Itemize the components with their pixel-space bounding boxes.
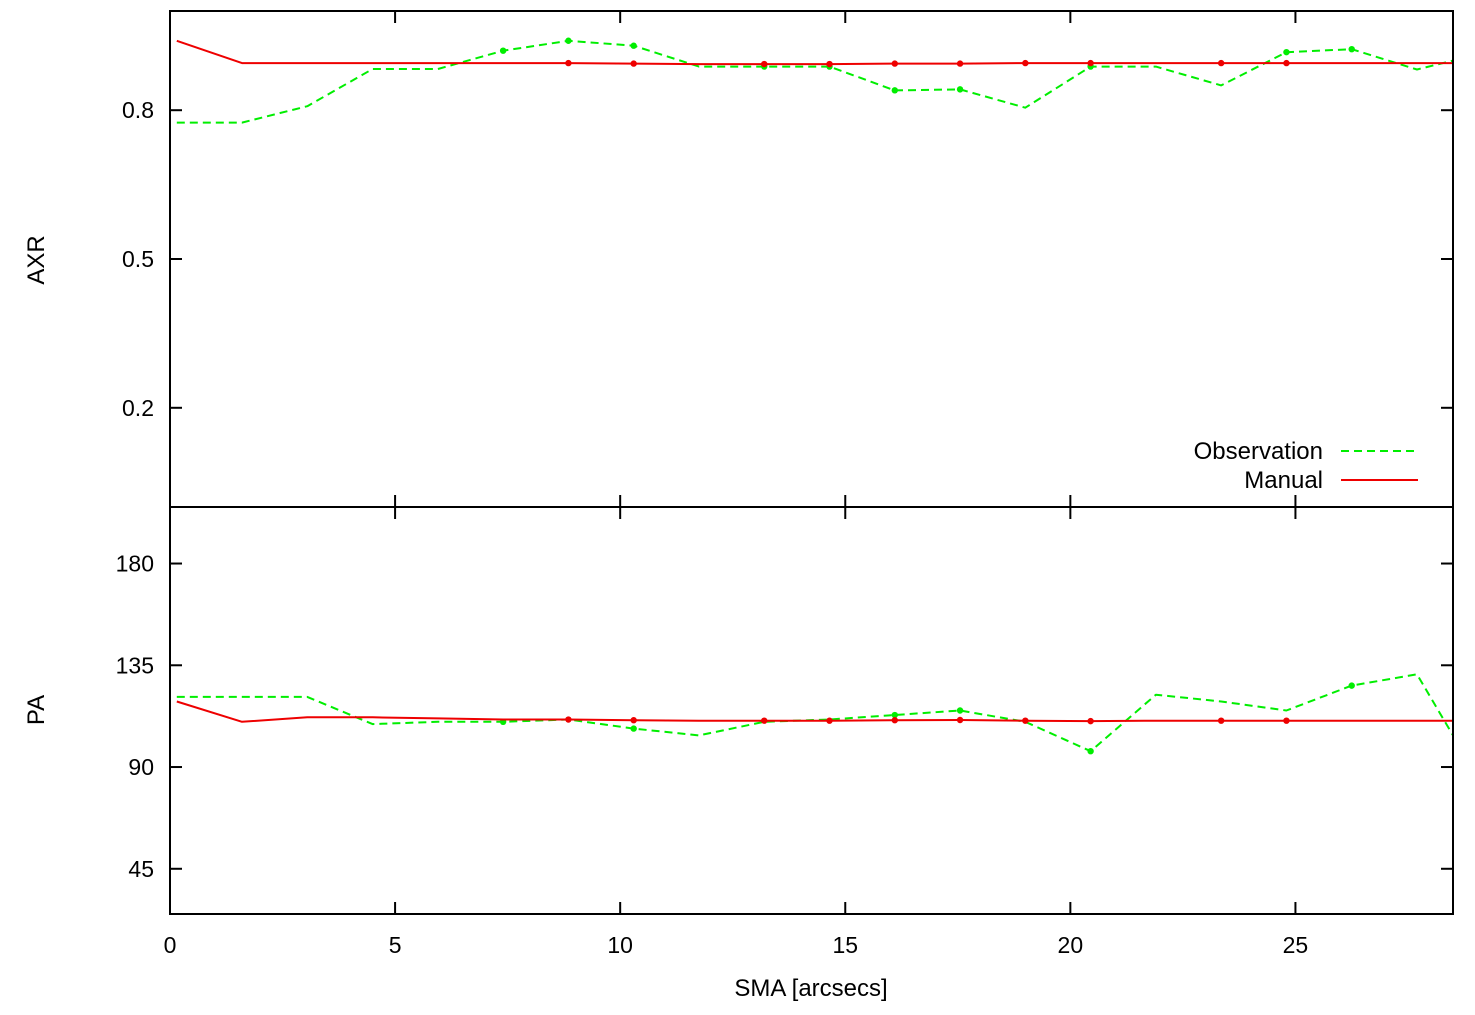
bottom-series-layer — [176, 673, 1454, 755]
xtick-label: 15 — [832, 932, 858, 958]
bottom-point-manual — [826, 717, 833, 724]
legend: Observation Manual — [1194, 438, 1418, 494]
bottom-point-manual — [630, 717, 637, 724]
bottom-point-observation — [891, 711, 898, 719]
bottom-point-manual — [1217, 717, 1225, 724]
top-series-line-manual — [176, 39, 1453, 66]
bottom-series-line-manual — [176, 700, 1453, 723]
bottom-point-manual — [1087, 717, 1094, 725]
top-point-manual — [891, 60, 898, 67]
bottom-y-axis-title: PA — [23, 695, 50, 725]
top-series-line-observation — [176, 39, 1454, 124]
top-point-manual — [1022, 59, 1029, 67]
top-point-manual — [1087, 59, 1094, 67]
xtick-label: 25 — [1283, 932, 1309, 958]
bottom-point-manual — [761, 717, 768, 724]
bottom-plot-frame — [169, 506, 1454, 915]
bottom-point-manual — [565, 716, 572, 723]
xtick-label: 10 — [607, 932, 633, 958]
bottom-point-manual — [956, 716, 964, 724]
bottom-point-manual — [1022, 717, 1029, 724]
top-point-manual — [956, 60, 964, 67]
top-point-observation — [565, 37, 572, 44]
bottom-point-observation — [630, 725, 637, 732]
top-series-layer — [176, 37, 1454, 124]
top-point-observation — [956, 86, 964, 93]
top-point-manual — [761, 60, 768, 68]
top-ytick-label: 0.8 — [122, 97, 154, 123]
top-point-observation — [630, 42, 637, 49]
xtick-label: 5 — [389, 932, 402, 958]
bottom-series-line-observation — [176, 673, 1454, 753]
bottom-ticks: 45 90 135 180 0 5 10 15 20 25 — [116, 507, 1453, 958]
top-ticks: 0.2 0.5 0.8 — [122, 11, 1453, 507]
bottom-ytick-label: 135 — [116, 652, 154, 678]
xtick-label: 20 — [1058, 932, 1084, 958]
bottom-point-observation — [1348, 682, 1355, 689]
bottom-point-manual — [1283, 717, 1290, 724]
x-axis-title: SMA [arcsecs] — [734, 975, 887, 1002]
bottom-ytick-label: 45 — [128, 856, 154, 882]
top-ytick-label: 0.2 — [122, 395, 154, 421]
top-point-observation — [891, 87, 898, 94]
top-point-observation — [1283, 48, 1290, 56]
top-point-manual — [826, 60, 833, 68]
bottom-panel: 45 90 135 180 0 5 10 15 20 25 PA SMA [arcsecs] — [23, 506, 1454, 1002]
top-panel: 0.2 0.5 0.8 AXR Observation Manual — [23, 10, 1454, 508]
top-plot-frame — [169, 10, 1454, 508]
top-point-manual — [1283, 59, 1290, 67]
bottom-ytick-label: 180 — [116, 551, 154, 577]
top-ytick-label: 0.5 — [122, 246, 154, 272]
top-point-manual — [630, 60, 637, 67]
bottom-point-manual — [891, 717, 898, 724]
bottom-point-observation — [956, 707, 964, 714]
top-point-manual — [565, 59, 572, 67]
bottom-point-observation — [1087, 748, 1094, 755]
legend-label-manual: Manual — [1244, 467, 1323, 494]
top-point-observation — [1348, 45, 1355, 53]
bottom-ytick-label: 90 — [128, 754, 154, 780]
top-y-axis-title: AXR — [23, 235, 50, 284]
top-point-manual — [1217, 59, 1225, 67]
legend-label-observation: Observation — [1194, 438, 1323, 465]
xtick-label: 0 — [164, 932, 177, 958]
top-point-observation — [499, 47, 507, 54]
